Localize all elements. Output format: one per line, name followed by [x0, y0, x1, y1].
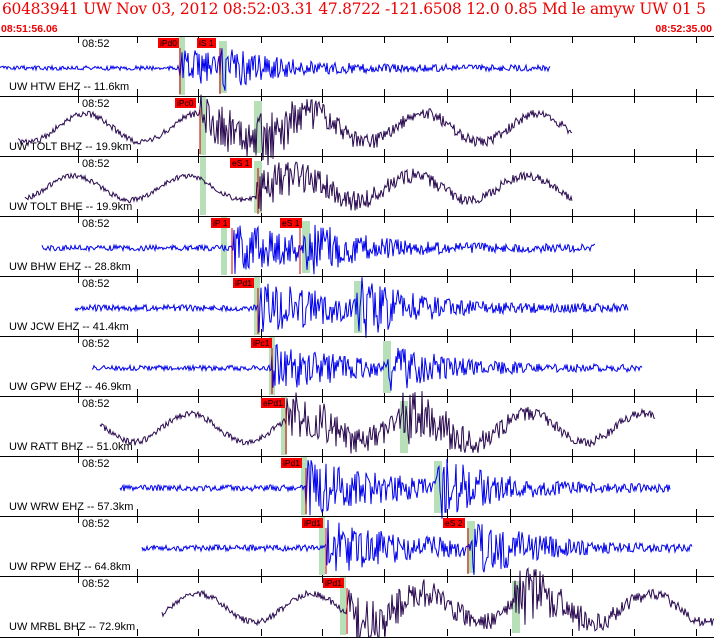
station-label: UW TOLT BHE -- 19.9km: [9, 201, 133, 213]
p-window: [221, 217, 227, 275]
trace-row: [0, 456, 714, 519]
phase-pick-flag[interactable]: iS 1: [197, 38, 216, 48]
p-window: [301, 457, 307, 515]
station-label: UW MRBL BHZ -- 72.9km: [9, 621, 136, 633]
s-window: [383, 341, 391, 393]
trace-row: [0, 36, 714, 96]
trace-panel: 08:52 UW HTW EHZ -- 11.6km iPd0 iS 1 08:52 UW…: [0, 36, 714, 638]
waveform: [119, 458, 671, 519]
phase-pick-flag[interactable]: iPd1: [281, 458, 303, 468]
phase-pick-flag[interactable]: iPc0: [175, 98, 196, 108]
trace-row: [0, 94, 714, 166]
start-time: 08:51:56.06: [1, 23, 58, 35]
time-tick-label: 08:52: [82, 98, 110, 110]
p-window: [319, 517, 325, 575]
trace-canvas: [0, 36, 714, 638]
phase-pick-flag[interactable]: iP 1: [211, 218, 230, 228]
station-label: UW WRW EHZ -- 57.3km: [9, 501, 134, 513]
time-tick-label: 08:52: [82, 398, 110, 410]
waveform: [141, 519, 693, 575]
waveform: [0, 48, 551, 91]
p-window: [200, 157, 206, 215]
time-tick-label: 08:52: [82, 158, 110, 170]
time-tick-label: 08:52: [82, 578, 110, 590]
station-label: UW JCW EHZ -- 41.4km: [9, 321, 129, 333]
waveform: [74, 277, 629, 338]
phase-pick-flag[interactable]: eS 1: [280, 218, 302, 228]
trace-row: [0, 391, 714, 456]
p-window: [340, 577, 346, 635]
phase-pick-flag[interactable]: iPd1: [233, 278, 255, 288]
waveform: [24, 161, 573, 212]
waveform: [17, 94, 573, 166]
time-tick-label: 08:52: [82, 518, 110, 530]
phase-pick-flag[interactable]: iPd1: [323, 578, 345, 588]
p-window: [179, 37, 185, 95]
station-label: UW RATT BHZ -- 51.0km: [9, 441, 133, 453]
station-label: UW BHW EHZ -- 28.8km: [9, 261, 131, 273]
waveform: [91, 343, 643, 391]
p-window: [281, 397, 287, 455]
time-tick-label: 08:52: [82, 278, 110, 290]
time-tick-label: 08:52: [82, 218, 110, 230]
event-title: 60483941 UW Nov 03, 2012 08:52:03.31 47.…: [2, 0, 706, 18]
trace-row: [0, 276, 714, 338]
phase-pick-flag[interactable]: iPc1: [251, 338, 272, 348]
phase-pick-flag[interactable]: iPd0: [158, 38, 180, 48]
header: 60483941 UW Nov 03, 2012 08:52:03.31 47.…: [0, 0, 714, 36]
s-window: [467, 521, 475, 573]
phase-pick-flag[interactable]: iPd1: [302, 518, 324, 528]
p-window: [200, 97, 206, 155]
waveform: [99, 391, 656, 454]
waveform: [41, 224, 596, 275]
s-window: [434, 461, 442, 513]
time-tick-label: 08:52: [82, 338, 110, 350]
phase-pick-flag[interactable]: eS 2: [443, 518, 465, 528]
station-label: UW TOLT BHZ -- 19.9km: [9, 141, 132, 153]
time-tick-label: 08:52: [82, 38, 110, 50]
trace-row: [0, 567, 714, 638]
station-label: UW HTW EHZ -- 11.6km: [9, 81, 130, 93]
end-time: 08:52:35.00: [655, 23, 712, 35]
trace-row: [0, 516, 714, 576]
time-tick-label: 08:52: [82, 458, 110, 470]
s-window: [254, 101, 262, 153]
phase-pick-flag[interactable]: eS 1: [230, 158, 252, 168]
trace-row: [0, 216, 714, 276]
station-label: UW RPW EHZ -- 64.8km: [9, 561, 131, 573]
waveform: [161, 567, 714, 638]
phase-pick-flag[interactable]: ePd1: [261, 398, 285, 408]
trace-row: [0, 156, 714, 216]
station-label: UW GPW EHZ -- 46.9km: [9, 381, 132, 393]
